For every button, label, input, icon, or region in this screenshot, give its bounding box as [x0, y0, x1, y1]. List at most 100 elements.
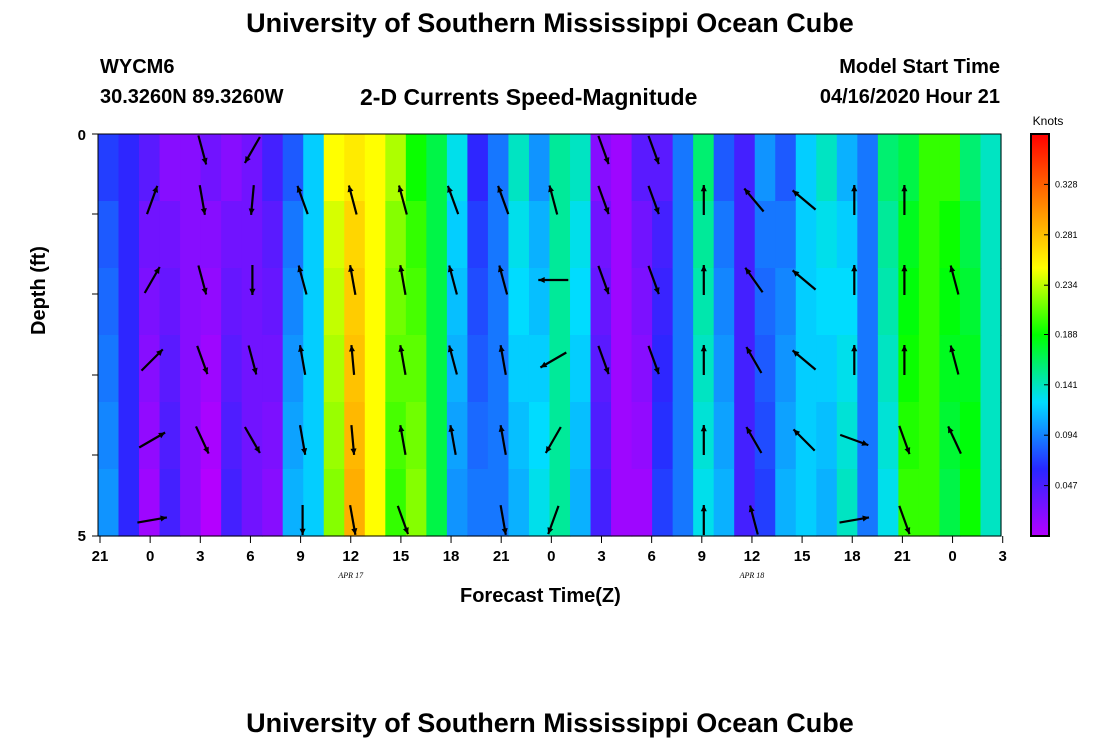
heatmap-cell: [508, 201, 530, 269]
heatmap-cell: [775, 402, 797, 470]
heatmap-cell: [446, 134, 469, 202]
heatmap-cell: [303, 134, 325, 202]
heatmap-cell: [631, 335, 653, 403]
heatmap-cell: [918, 134, 941, 202]
heatmap-cell: [734, 134, 756, 202]
heatmap-cell: [446, 469, 469, 537]
heatmap-cell: [693, 469, 715, 537]
heatmap-cell: [959, 335, 982, 403]
heatmap-cell: [754, 134, 776, 202]
current-vector-head: [603, 367, 610, 375]
current-vector-head: [746, 427, 753, 434]
heatmap-cell: [611, 469, 633, 537]
colorbar-tick-label: 0.047: [1055, 481, 1078, 491]
heatmap-cell: [795, 402, 817, 470]
heatmap-cell: [446, 335, 469, 403]
current-vector-head: [949, 345, 956, 353]
current-vectors: [137, 135, 962, 535]
current-vector-head: [296, 185, 303, 193]
heatmap-cell: [939, 469, 961, 537]
current-vector-head: [351, 528, 358, 535]
current-vector-head: [538, 277, 545, 283]
heatmap-cell: [898, 335, 920, 403]
current-vector-head: [748, 505, 755, 513]
heatmap-cell: [98, 134, 120, 202]
heatmap-cell: [713, 268, 735, 336]
colorbar-unit: Knots: [1033, 114, 1064, 128]
heatmap-cell: [221, 268, 243, 336]
x-tick-label: 3: [999, 548, 1007, 565]
current-vector-head: [251, 367, 258, 375]
heatmap-cell: [405, 201, 427, 269]
heatmap-cell: [836, 335, 858, 403]
current-vector-head: [904, 527, 911, 535]
heatmap-cell: [221, 402, 243, 470]
heatmap-cell: [672, 201, 694, 269]
heatmap-cell: [713, 469, 735, 537]
current-vector-head: [447, 265, 454, 273]
date-label: APR 18: [739, 571, 765, 580]
heatmap-cell: [303, 201, 325, 269]
heatmap-cell: [611, 268, 633, 336]
heatmap-cell: [467, 268, 489, 336]
current-vector-head: [201, 287, 208, 295]
heatmap-cell: [939, 201, 961, 269]
heatmap-cell: [754, 268, 776, 336]
heatmap-cell: [549, 402, 571, 470]
heatmap-cell: [159, 335, 181, 403]
heatmap-cell: [877, 268, 899, 336]
heatmap-cell: [467, 335, 489, 403]
heatmap-cell: [364, 335, 386, 403]
heatmap-cell: [836, 268, 858, 336]
x-tick-label: 15: [794, 548, 811, 565]
heatmap-cell: [323, 268, 345, 336]
current-vector-head: [447, 185, 453, 193]
current-vector-head: [498, 345, 505, 352]
current-vector-head: [700, 185, 707, 192]
heatmap-cell: [241, 402, 263, 470]
current-vector-head: [851, 265, 858, 272]
current-vector-head: [299, 528, 306, 535]
heatmap-cell: [918, 201, 941, 269]
heatmap-cell: [385, 201, 407, 269]
heatmap-cell: [200, 268, 222, 336]
heatmap-cell: [980, 469, 1002, 537]
heatmap-cell: [631, 134, 653, 202]
heatmap-cell: [180, 469, 202, 537]
heatmap-cell: [570, 402, 592, 470]
heatmap-cell: [857, 268, 879, 336]
current-vector-head: [700, 265, 707, 272]
current-vector-head: [350, 448, 357, 455]
model-start-label: Model Start Time: [839, 56, 1000, 78]
heatmap-cell: [241, 469, 263, 537]
footer-title: University of Southern Mississippi Ocean…: [246, 708, 854, 738]
heatmap-cell: [713, 335, 735, 403]
heatmap-cell: [385, 268, 407, 336]
x-tick-label: 18: [844, 548, 861, 565]
x-tick-label: 9: [296, 548, 304, 565]
heatmap-cell: [139, 402, 161, 470]
heatmap-cell: [877, 469, 899, 537]
heatmap-cell: [590, 335, 612, 403]
heatmap-cell: [364, 469, 386, 537]
heatmap-cell: [816, 402, 838, 470]
current-vector-head: [301, 448, 308, 455]
heatmap-cell: [549, 201, 571, 269]
heatmap-cell: [344, 402, 366, 470]
heatmap-cell: [487, 402, 510, 470]
current-vector-head: [403, 527, 409, 535]
x-tick-label: 6: [647, 548, 655, 565]
heatmap-cell: [426, 335, 448, 403]
x-tick-label: 18: [443, 548, 460, 565]
current-vector-head: [160, 515, 167, 522]
heatmap-cell: [303, 268, 325, 336]
heatmap-cell: [426, 201, 448, 269]
heatmap-cell: [672, 469, 694, 537]
heatmap-cell: [528, 268, 551, 336]
heatmap-cell: [611, 402, 633, 470]
current-vector-head: [744, 188, 751, 196]
heatmap-cells: [98, 134, 1002, 537]
current-vector-head: [862, 515, 869, 522]
heatmap-cell: [200, 335, 222, 403]
heatmap-cell: [303, 402, 325, 470]
